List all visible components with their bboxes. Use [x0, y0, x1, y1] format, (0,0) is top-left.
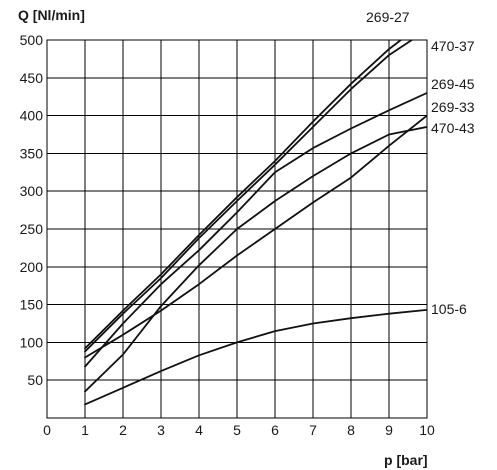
series-label-470-37: 470-37: [431, 38, 475, 54]
series-line-269-45: [84, 92, 427, 368]
series-line-470-37: [84, 40, 413, 353]
x-tick-label: 10: [419, 422, 435, 438]
x-tick-label: 7: [309, 422, 317, 438]
x-tick-label: 4: [195, 422, 203, 438]
series-label-269-33: 269-33: [431, 99, 475, 115]
y-tick-label: 500: [20, 32, 44, 48]
series-label-105-6: 105-6: [431, 301, 467, 317]
series-line-269-27: [84, 40, 403, 350]
x-tick-label: 5: [233, 422, 241, 438]
series-line-470-43: [84, 126, 427, 393]
y-tick-label: 200: [20, 259, 44, 275]
series-line-105-6: [84, 309, 427, 406]
y-tick-label: 250: [20, 221, 44, 237]
y-tick-label: 400: [20, 108, 44, 124]
y-tick-label: 50: [27, 372, 43, 388]
y-axis-title: Q [Nl/min]: [18, 7, 85, 23]
series-label-269-45: 269-45: [431, 76, 475, 92]
x-tick-label: 0: [43, 422, 51, 438]
y-tick-label: 150: [20, 297, 44, 313]
x-tick-label: 2: [119, 422, 127, 438]
tick-labels: 0 1 2 3 4 5 6 7 8 9 10 50 100 150 200 250 300 350 400 450 50…: [20, 32, 435, 438]
x-tick-label: 9: [385, 422, 393, 438]
plot-frame: [46, 39, 428, 419]
y-tick-label: 300: [20, 183, 44, 199]
series-curves: [84, 40, 427, 406]
y-tick-label: 450: [20, 70, 44, 86]
x-tick-label: 6: [271, 422, 279, 438]
y-tick-label: 100: [20, 334, 44, 350]
x-tick-label: 8: [347, 422, 355, 438]
y-tick-label: 350: [20, 145, 44, 161]
x-axis-title: p [bar]: [384, 452, 428, 468]
series-line-269-33: [84, 114, 427, 359]
series-label-269-27: 269-27: [366, 9, 410, 25]
series-labels: 269-27 470-37 269-45 269-33 470-43 105-6: [366, 9, 475, 317]
x-tick-label: 3: [157, 422, 165, 438]
x-tick-label: 1: [81, 422, 89, 438]
series-label-470-43: 470-43: [431, 120, 475, 136]
